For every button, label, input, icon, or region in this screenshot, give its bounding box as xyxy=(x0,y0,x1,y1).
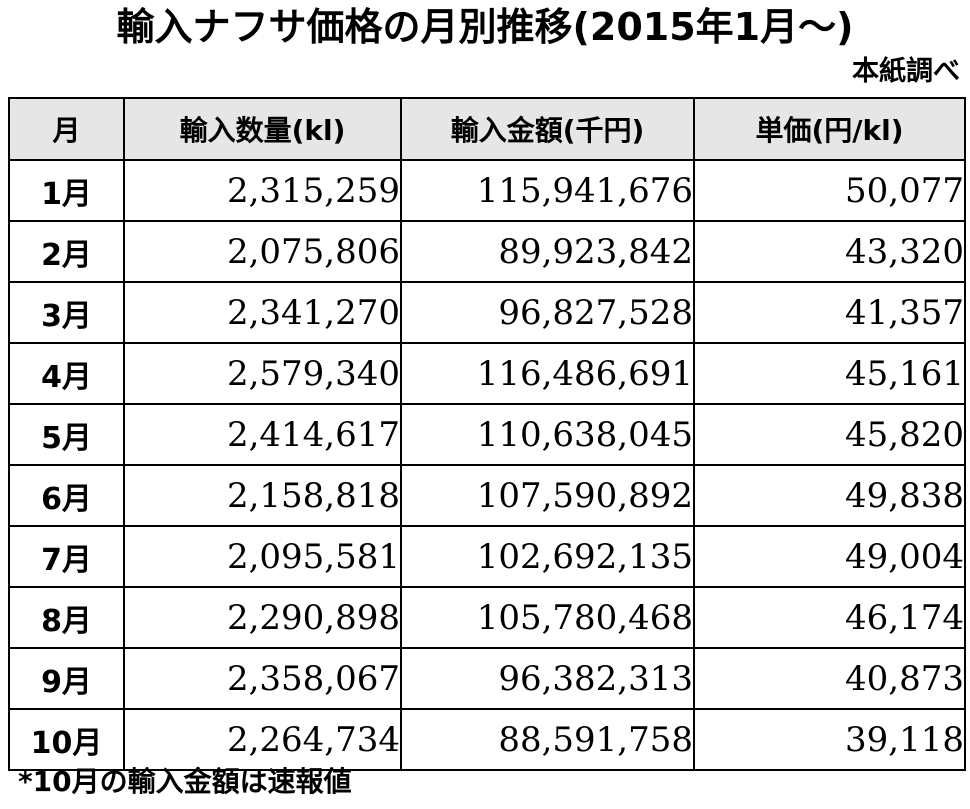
month-cell: 10月 xyxy=(8,708,125,771)
header-import-volume: 輸入数量(kl) xyxy=(123,97,402,161)
footnote: *10月の輸入金額は速報値 xyxy=(18,765,352,798)
table-row: 10月 2,264,734 88,591,758 39,118 xyxy=(8,708,966,771)
unit-price-cell: 43,320 xyxy=(693,220,966,283)
table-row: 5月 2,414,617 110,638,045 45,820 xyxy=(8,403,966,466)
unit-price-cell: 41,357 xyxy=(693,281,966,344)
month-cell: 9月 xyxy=(8,647,125,710)
month-cell: 2月 xyxy=(8,220,125,283)
table-row: 9月 2,358,067 96,382,313 40,873 xyxy=(8,647,966,710)
amount-cell: 107,590,892 xyxy=(400,464,695,527)
unit-price-cell: 46,174 xyxy=(693,586,966,649)
volume-cell: 2,315,259 xyxy=(123,159,402,222)
amount-cell: 116,486,691 xyxy=(400,342,695,405)
volume-cell: 2,414,617 xyxy=(123,403,402,466)
naphtha-price-table: 月 輸入数量(kl) 輸入金額(千円) 単価(円/kl) 1月 2,315,25… xyxy=(8,97,966,771)
volume-cell: 2,264,734 xyxy=(123,708,402,771)
table-row: 1月 2,315,259 115,941,676 50,077 xyxy=(8,159,966,222)
volume-cell: 2,579,340 xyxy=(123,342,402,405)
header-month: 月 xyxy=(8,97,125,161)
unit-price-cell: 49,004 xyxy=(693,525,966,588)
month-cell: 8月 xyxy=(8,586,125,649)
amount-cell: 115,941,676 xyxy=(400,159,695,222)
amount-cell: 110,638,045 xyxy=(400,403,695,466)
table-header-row: 月 輸入数量(kl) 輸入金額(千円) 単価(円/kl) xyxy=(8,97,966,161)
table-row: 2月 2,075,806 89,923,842 43,320 xyxy=(8,220,966,283)
page-title: 輸入ナフサ価格の月別推移(2015年1月〜) xyxy=(116,5,854,49)
unit-price-cell: 49,838 xyxy=(693,464,966,527)
unit-price-cell: 50,077 xyxy=(693,159,966,222)
unit-price-cell: 45,820 xyxy=(693,403,966,466)
amount-cell: 88,591,758 xyxy=(400,708,695,771)
month-cell: 4月 xyxy=(8,342,125,405)
table-row: 6月 2,158,818 107,590,892 49,838 xyxy=(8,464,966,527)
volume-cell: 2,075,806 xyxy=(123,220,402,283)
amount-cell: 102,692,135 xyxy=(400,525,695,588)
unit-price-cell: 39,118 xyxy=(693,708,966,771)
month-cell: 7月 xyxy=(8,525,125,588)
amount-cell: 89,923,842 xyxy=(400,220,695,283)
month-cell: 5月 xyxy=(8,403,125,466)
table-row: 7月 2,095,581 102,692,135 49,004 xyxy=(8,525,966,588)
volume-cell: 2,158,818 xyxy=(123,464,402,527)
amount-cell: 96,827,528 xyxy=(400,281,695,344)
source-label: 本紙調べ xyxy=(852,56,960,87)
volume-cell: 2,095,581 xyxy=(123,525,402,588)
table-row: 3月 2,341,270 96,827,528 41,357 xyxy=(8,281,966,344)
header-import-amount: 輸入金額(千円) xyxy=(400,97,695,161)
amount-cell: 96,382,313 xyxy=(400,647,695,710)
month-cell: 6月 xyxy=(8,464,125,527)
volume-cell: 2,358,067 xyxy=(123,647,402,710)
month-cell: 1月 xyxy=(8,159,125,222)
amount-cell: 105,780,468 xyxy=(400,586,695,649)
header-unit-price: 単価(円/kl) xyxy=(693,97,966,161)
table-row: 8月 2,290,898 105,780,468 46,174 xyxy=(8,586,966,649)
volume-cell: 2,290,898 xyxy=(123,586,402,649)
volume-cell: 2,341,270 xyxy=(123,281,402,344)
table-row: 4月 2,579,340 116,486,691 45,161 xyxy=(8,342,966,405)
month-cell: 3月 xyxy=(8,281,125,344)
unit-price-cell: 40,873 xyxy=(693,647,966,710)
unit-price-cell: 45,161 xyxy=(693,342,966,405)
